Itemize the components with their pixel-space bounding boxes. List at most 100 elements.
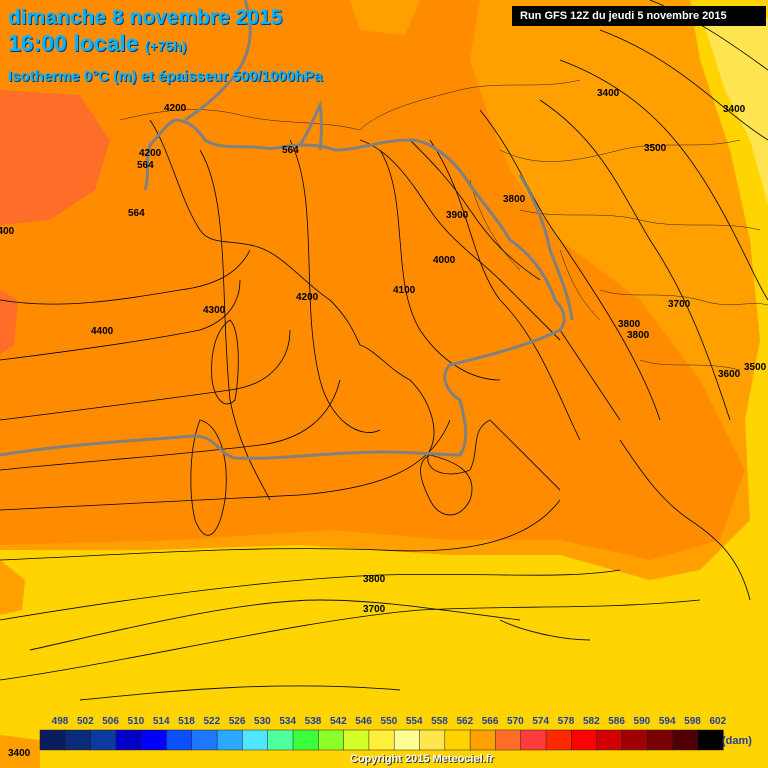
legend-swatch	[697, 729, 724, 751]
thickness-564-line	[0, 118, 566, 460]
label-3600: 3600	[718, 369, 741, 380]
legend-value: 538	[305, 716, 322, 727]
band-566-area	[0, 0, 745, 560]
label-4100: 4100	[393, 285, 416, 296]
legend-swatch	[368, 729, 395, 751]
coastlines	[29, 119, 751, 701]
legend-value: 526	[229, 716, 246, 727]
legend-value: 570	[507, 716, 524, 727]
legend-value: 602	[709, 716, 726, 727]
legend-value: 598	[684, 716, 701, 727]
label-3700-balkans: 3700	[668, 299, 691, 310]
legend-value: 534	[279, 716, 296, 727]
legend-swatch	[115, 729, 142, 751]
band-554-ne	[702, 18, 768, 205]
forecast-lead: (+75h)	[144, 38, 187, 54]
legend-swatch	[343, 729, 370, 751]
legend-swatch	[621, 729, 648, 751]
label-3900: 3900	[446, 210, 469, 221]
legend-swatch	[242, 729, 269, 751]
legend-swatch	[166, 729, 193, 751]
legend-swatch	[65, 729, 92, 751]
legend-value: 582	[583, 716, 600, 727]
legend-value: 514	[153, 716, 170, 727]
label-4400-edge: 4400	[0, 226, 15, 237]
legend-value: 558	[431, 716, 448, 727]
run-info: Run GFS 12Z du jeudi 5 novembre 2015	[512, 6, 766, 26]
legend-value: 498	[52, 716, 69, 727]
legend-swatch	[140, 729, 168, 751]
band-562-sw	[0, 560, 25, 615]
label-4300: 4300	[203, 305, 226, 316]
label-3400-east: 3400	[723, 104, 746, 115]
legend-colorbar	[39, 729, 724, 751]
legend-swatch	[469, 729, 496, 751]
legend-swatch	[672, 729, 699, 751]
legend-swatch	[292, 729, 319, 751]
legend-value: 510	[128, 716, 145, 727]
parameter-title: Isotherme 0°C (m) et épaisseur 500/1000h…	[8, 68, 323, 85]
legend-swatch	[444, 729, 471, 751]
legend-swatch	[495, 729, 522, 751]
isotherm-lines	[0, 0, 768, 681]
label-3400-sw: 3400	[8, 748, 31, 759]
thickness-564-alps	[298, 99, 323, 151]
legend-value: 590	[634, 716, 651, 727]
forecast-time-text: 16:00 locale	[8, 30, 139, 56]
legend-swatch	[191, 729, 218, 751]
label-4200-alps: 4200	[164, 103, 187, 114]
legend-value: 518	[178, 716, 195, 727]
legend-value: 502	[77, 716, 94, 727]
label-3800-adriatic: 3800	[503, 194, 526, 205]
label-564-north: 564	[282, 145, 299, 156]
legend-swatch	[571, 729, 598, 751]
label-3700-south: 3700	[363, 604, 386, 615]
label-3800-balkans-b: 3800	[627, 330, 650, 341]
legend-swatch	[393, 729, 421, 751]
band-570-area	[0, 90, 110, 225]
band-570-west	[0, 290, 18, 355]
legend-swatch	[520, 729, 547, 751]
label-3400-center: 3400	[597, 88, 620, 99]
forecast-time: 16:00 locale (+75h)	[8, 30, 186, 57]
label-3800-south: 3800	[363, 574, 386, 585]
copyright: Copyright 2015 Meteociel.fr	[350, 753, 494, 765]
legend-value: 522	[203, 716, 220, 727]
legend-swatch	[216, 729, 243, 751]
legend-swatch	[39, 729, 66, 751]
legend-value: 506	[102, 716, 119, 727]
forecast-date: dimanche 8 novembre 2015	[8, 6, 283, 29]
label-564-alps: 564	[137, 160, 154, 171]
band-562-top	[350, 0, 420, 35]
thickness-564-coast	[518, 174, 574, 321]
legend-swatch	[596, 729, 623, 751]
legend-value: 594	[659, 716, 676, 727]
legend-value: 542	[330, 716, 347, 727]
contour-labels: 4200 4200 4200 4300 4400 4400 4100 4000 …	[0, 88, 767, 759]
legend-value: 562	[456, 716, 473, 727]
legend-swatch	[90, 729, 117, 751]
label-3500-north: 3500	[644, 143, 667, 154]
legend-value: 586	[608, 716, 625, 727]
legend-swatch	[267, 729, 294, 751]
legend-swatch	[318, 729, 345, 751]
legend-swatch	[646, 729, 674, 751]
legend-value: 530	[254, 716, 271, 727]
legend-swatch	[419, 729, 446, 751]
label-3500-east: 3500	[744, 362, 767, 373]
thickness-564-north	[184, 0, 252, 122]
label-4200-west: 4200	[139, 148, 162, 159]
country-borders	[119, 79, 768, 371]
legend-value: 566	[482, 716, 499, 727]
legend-value: 574	[532, 716, 549, 727]
label-4000: 4000	[433, 255, 456, 266]
label-4400: 4400	[91, 326, 114, 337]
legend-value: 578	[558, 716, 575, 727]
legend-values: 498 502 506 510 514 518 522 526 530 534 538 542 546 5…	[52, 716, 727, 727]
band-562-bottom	[0, 735, 40, 768]
legend-swatch	[545, 729, 572, 751]
label-564-west: 564	[128, 208, 145, 219]
legend-unit: (dam)	[722, 735, 752, 747]
label-4200-center: 4200	[296, 292, 319, 303]
